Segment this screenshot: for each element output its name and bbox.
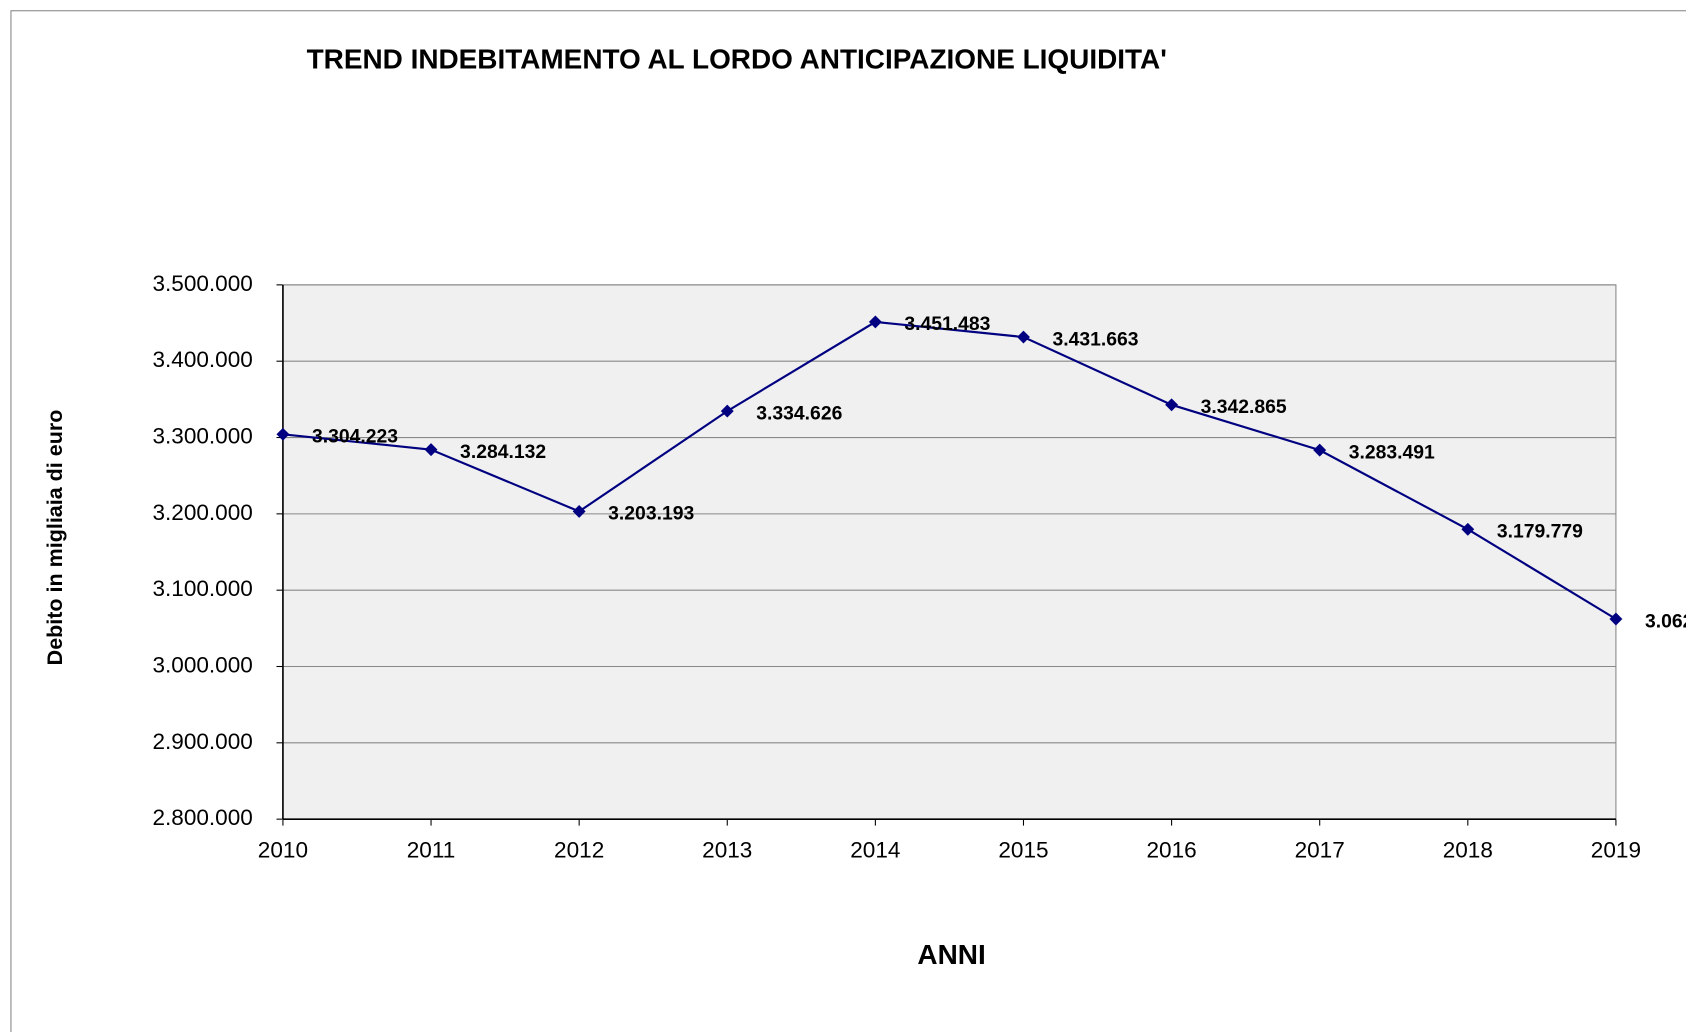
y-tick-label: 3.500.000 <box>152 271 252 296</box>
y-tick-label: 2.900.000 <box>152 729 252 754</box>
data-point <box>868 315 882 329</box>
plot-area <box>282 284 1616 820</box>
data-label: 3.203.193 <box>608 503 694 525</box>
y-tick-label: 3.000.000 <box>152 652 252 677</box>
data-point <box>276 427 290 441</box>
data-label: 3.334.626 <box>756 402 842 424</box>
data-label: 3.284.132 <box>460 441 546 463</box>
data-label: 3.342.865 <box>1201 396 1287 418</box>
data-label: 3.431.663 <box>1053 328 1139 350</box>
y-tick-label: 3.300.000 <box>152 423 252 448</box>
x-tick-label: 2015 <box>998 837 1048 862</box>
x-tick-label: 2010 <box>258 837 308 862</box>
data-label: 3.304.223 <box>312 426 398 448</box>
x-tick-label: 2018 <box>1443 837 1493 862</box>
data-point <box>1313 443 1327 457</box>
x-tick-label: 2013 <box>702 837 752 862</box>
data-point <box>1017 330 1030 344</box>
data-point <box>720 404 734 418</box>
x-tick-label: 2011 <box>407 837 456 862</box>
x-tick-label: 2016 <box>1146 837 1196 862</box>
data-label: 3.451.483 <box>904 313 990 335</box>
y-tick-label: 3.100.000 <box>152 576 252 601</box>
data-label: 3.283.491 <box>1349 441 1435 463</box>
y-tick-label: 2.800.000 <box>152 805 252 830</box>
y-axis-label: Debito in migliaia di euro <box>43 410 67 666</box>
data-label: 3.179.779 <box>1497 521 1583 543</box>
chart-title: TREND INDEBITAMENTO AL LORDO ANTICIPAZIO… <box>307 44 1167 75</box>
x-tick-label: 2019 <box>1591 837 1641 862</box>
y-tick-label: 3.400.000 <box>152 347 252 372</box>
x-tick-label: 2017 <box>1295 837 1345 862</box>
data-point <box>1609 612 1623 626</box>
data-point <box>424 443 438 457</box>
data-line <box>282 320 1617 620</box>
data-point <box>1165 398 1179 412</box>
y-tick-label: 3.200.000 <box>152 500 252 525</box>
x-tick-label: 2014 <box>850 837 900 862</box>
x-tick-label: 2012 <box>554 837 604 862</box>
data-label: 3.062.247 <box>1645 610 1686 632</box>
x-axis-label: ANNI <box>917 939 985 970</box>
